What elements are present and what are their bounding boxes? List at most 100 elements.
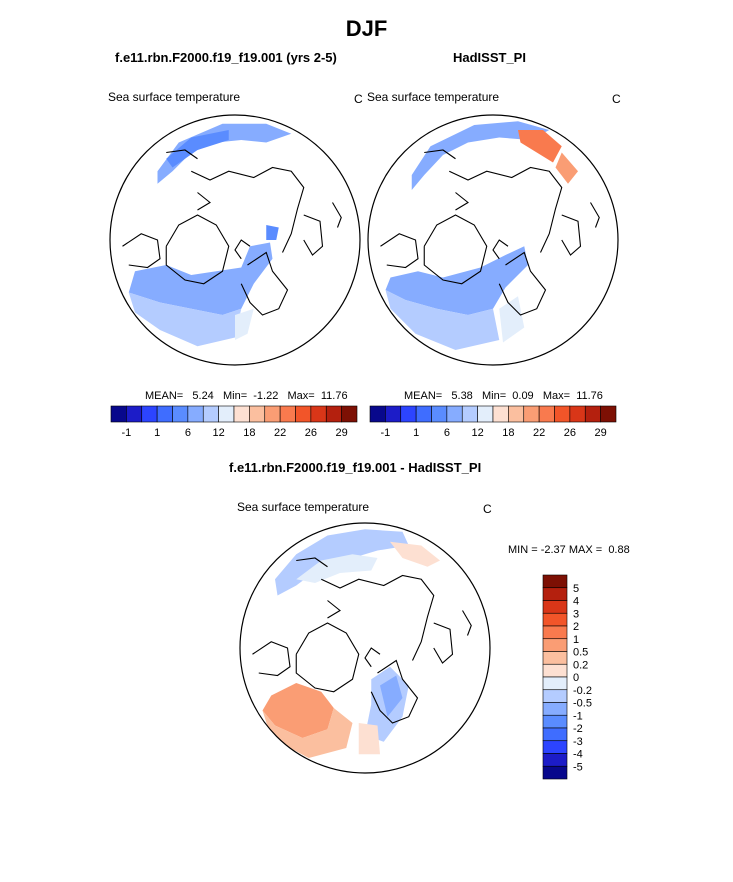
model-region-5 (266, 225, 279, 240)
diff-minmax: MIN = -2.37 MAX = 0.88 (508, 544, 630, 556)
diff-colorbar-box-3 (542, 612, 568, 627)
obs-max-value: 11.76 (576, 390, 603, 402)
model-colorbar-box-14 (325, 405, 342, 423)
obs-region-0 (411, 121, 550, 190)
obs-colorbar: -1 1 6 12 18 22 26 29 (369, 405, 617, 439)
obs-colorbar-tick-5: 22 (533, 427, 545, 439)
model-region-2 (128, 242, 273, 315)
diff-coast-4 (327, 600, 341, 619)
obs-colorbar-box-6 (461, 405, 478, 423)
diff-region-2 (390, 541, 440, 567)
diff-region-4 (262, 708, 353, 758)
model-colorbar-box-8 (233, 405, 250, 423)
model-max-value: 11.76 (320, 390, 348, 402)
model-colorbar-tick-6: 26 (305, 427, 317, 439)
model-region-4 (235, 308, 254, 340)
diff-colorbar-box-7 (542, 663, 568, 678)
diff-polar-map (239, 522, 491, 774)
diff-coast-3 (370, 659, 419, 724)
diff-colorbar-box-10 (542, 702, 568, 716)
obs-mean-label: MEAN= (404, 390, 443, 402)
obs-polar-map (367, 114, 619, 366)
model-colorbar-box-10 (264, 405, 281, 423)
model-sst-fill (128, 123, 292, 347)
model-colorbar-box-5 (187, 405, 204, 423)
diff-coast-5 (433, 622, 454, 664)
diff-colorbar-tick-13: -4 (573, 749, 583, 761)
obs-colorbar-box-10 (523, 405, 540, 423)
model-coast-2 (122, 233, 161, 269)
diff-colorbar-tick-10: -1 (573, 710, 583, 722)
model-region-1 (166, 130, 229, 168)
model-colorbar-box-4 (172, 405, 189, 423)
diff-coast-0 (295, 622, 360, 693)
diff-region-7 (358, 723, 380, 755)
model-colorbar-box-7 (218, 405, 235, 423)
model-colorbar-tick-0: -1 (121, 427, 131, 439)
model-colorbar-tick-4: 18 (243, 427, 255, 439)
obs-colorbar-box-12 (554, 405, 571, 423)
diff-colorbar-box-4 (542, 625, 568, 640)
obs-region-1 (518, 130, 562, 163)
model-coast-3 (240, 251, 289, 316)
model-coast-6 (332, 202, 342, 228)
model-units-label: C (354, 92, 363, 106)
diff-max-label: MAX = (568, 544, 603, 556)
model-polar-map (109, 114, 361, 366)
model-colorbar-box-13 (310, 405, 327, 423)
diff-colorbar-tick-7: 0 (573, 672, 579, 684)
obs-colorbar-tick-3: 12 (472, 427, 484, 439)
obs-colorbar-box-2 (400, 405, 417, 423)
obs-colorbar-box-15 (600, 405, 617, 423)
obs-colorbar-tick-0: -1 (380, 427, 390, 439)
model-colorbar-box-12 (295, 405, 312, 423)
diff-colorbar-box-9 (542, 689, 568, 703)
obs-colorbar-box-8 (492, 405, 509, 423)
obs-units-label: C (612, 92, 621, 106)
obs-colorbar-tick-1: 1 (413, 427, 419, 439)
model-min-value: -1.22 (253, 390, 279, 402)
model-coast-4 (197, 192, 211, 211)
diff-colorbar-box-8 (542, 676, 568, 691)
obs-colorbar-box-13 (569, 405, 586, 423)
model-coastlines (122, 149, 342, 316)
diff-colorbar-box-1 (542, 587, 568, 601)
diff-region-6 (380, 675, 403, 717)
diff-colorbar-box-14 (542, 753, 568, 767)
obs-map-border (367, 114, 619, 366)
diff-map-border (239, 522, 491, 774)
obs-min-label: Min= (481, 390, 507, 402)
diff-colorbar-tick-6: 0.2 (573, 659, 588, 671)
model-colorbar-tick-3: 12 (213, 427, 225, 439)
obs-colorbar-box-1 (385, 405, 402, 423)
obs-colorbar-box-5 (446, 405, 463, 423)
diff-coast-1 (321, 574, 435, 661)
diff-colorbar-tick-11: -2 (573, 723, 583, 735)
model-colorbar-box-11 (279, 405, 296, 423)
model-colorbar-box-0 (110, 405, 127, 423)
obs-coast-0 (423, 214, 488, 285)
diff-colorbar-box-5 (542, 638, 568, 652)
diff-colorbar-box-2 (542, 600, 568, 614)
model-mean-value: 5.24 (192, 390, 214, 402)
obs-variable-label: Sea surface temperature (367, 90, 500, 104)
obs-colorbar-tick-2: 6 (444, 427, 450, 439)
obs-sst-fill (385, 121, 578, 350)
obs-mean-value: 5.38 (451, 390, 473, 402)
obs-coast-4 (455, 192, 469, 211)
model-colorbar-tick-2: 6 (185, 427, 191, 439)
diff-colorbar-tick-4: 1 (573, 634, 579, 646)
diff-sst-fill (262, 529, 440, 758)
diff-region-1 (296, 554, 378, 583)
model-mean-label: MEAN= (145, 390, 184, 402)
diff-colorbar-box-0 (542, 574, 568, 589)
model-coast-0 (165, 214, 230, 285)
obs-region-5 (499, 296, 525, 343)
diff-colorbar-box-15 (542, 765, 568, 780)
obs-colorbar-box-0 (369, 405, 386, 423)
obs-region-4 (385, 290, 500, 350)
obs-colorbar-box-4 (431, 405, 448, 423)
obs-min-value: 0.09 (512, 390, 534, 402)
obs-colorbar-box-3 (415, 405, 432, 423)
